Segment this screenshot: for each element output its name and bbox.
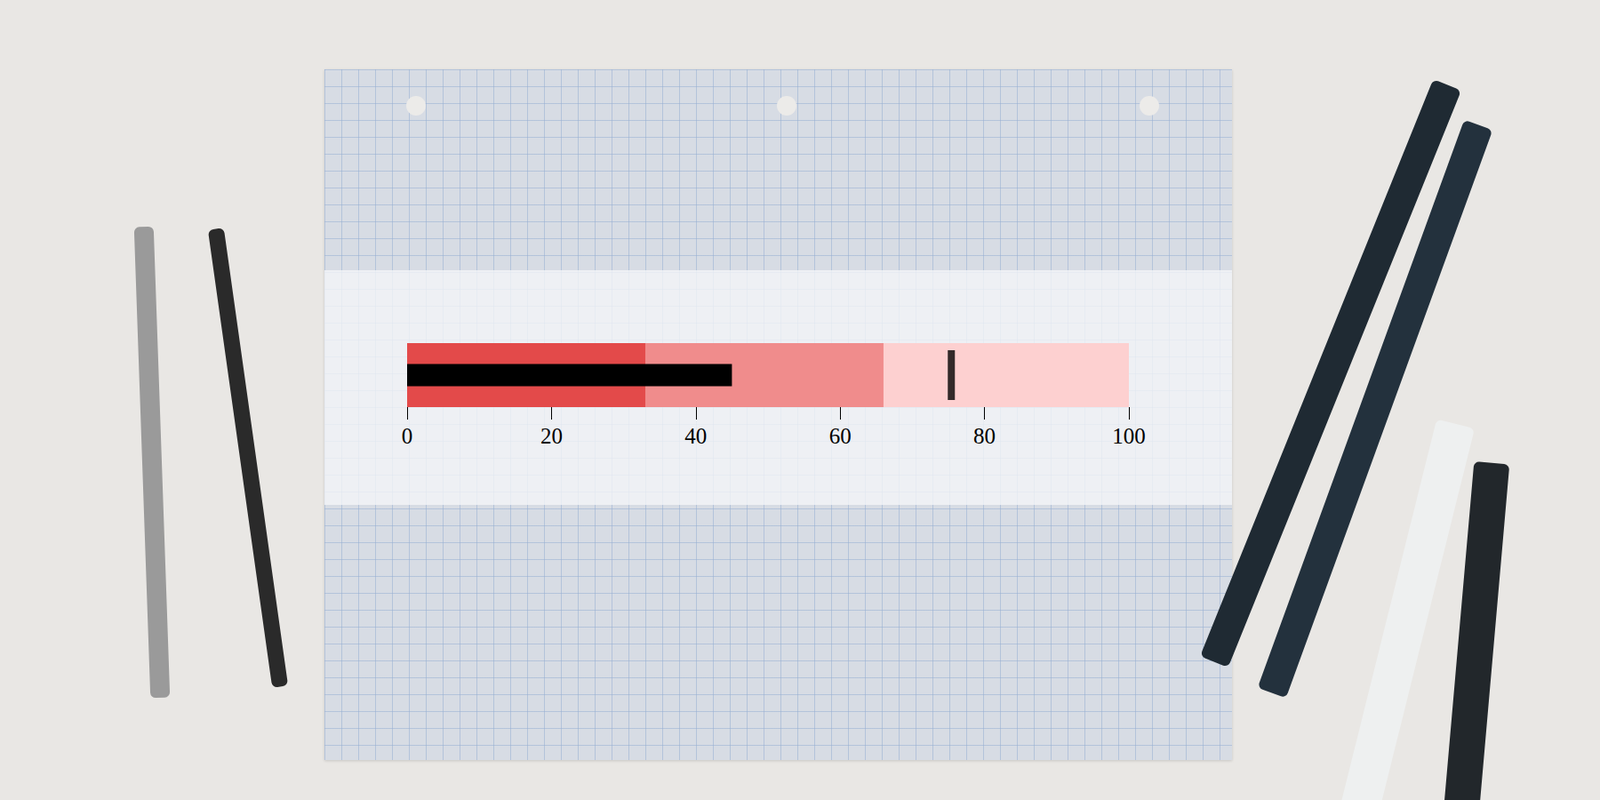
svg-text:80: 80 [973,424,996,448]
svg-text:20: 20 [540,424,563,448]
svg-text:40: 40 [684,424,707,448]
svg-text:0: 0 [401,424,414,448]
svg-text:100: 100 [1112,424,1146,448]
svg-text:60: 60 [829,424,852,448]
